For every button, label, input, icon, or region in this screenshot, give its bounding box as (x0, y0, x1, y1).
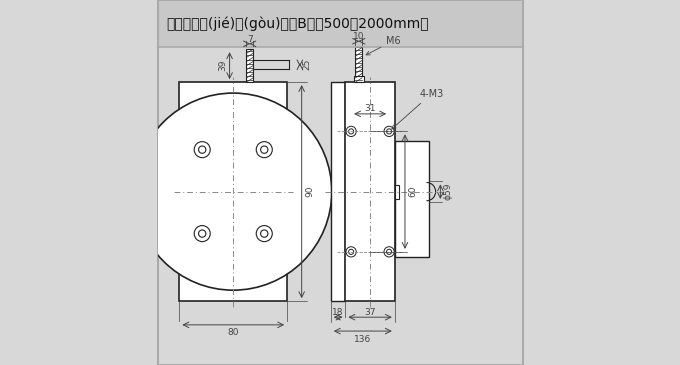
Bar (158, 0, 522, 47)
Circle shape (349, 249, 354, 254)
Circle shape (386, 249, 392, 254)
Circle shape (260, 230, 268, 237)
Circle shape (346, 126, 356, 137)
Circle shape (384, 247, 394, 257)
Text: 31: 31 (364, 104, 376, 112)
Bar (246, 49, 253, 82)
Text: M6: M6 (366, 36, 401, 55)
Bar (345, 82, 395, 301)
Bar (395, 185, 399, 199)
Circle shape (199, 146, 206, 153)
Text: 39: 39 (218, 60, 228, 72)
Text: 18: 18 (333, 308, 344, 316)
Circle shape (346, 247, 356, 257)
Bar (331, 82, 345, 301)
Text: 90: 90 (305, 186, 314, 197)
Text: 25: 25 (303, 59, 311, 70)
Text: 7: 7 (247, 35, 252, 43)
Bar (180, 82, 287, 301)
Text: 拉鋼索式結(jié)構(gòu)（中B型：500－2000mm）: 拉鋼索式結(jié)構(gòu)（中B型：500－2000mm） (167, 16, 429, 31)
Circle shape (256, 142, 272, 158)
Text: 80: 80 (228, 328, 239, 337)
Bar (395, 141, 430, 257)
Text: 10: 10 (353, 32, 364, 41)
Circle shape (194, 226, 210, 242)
Circle shape (199, 230, 206, 237)
Circle shape (194, 142, 210, 158)
Circle shape (135, 93, 332, 290)
Circle shape (256, 226, 272, 242)
Text: ϕ59: ϕ59 (444, 183, 453, 200)
Text: 37: 37 (364, 308, 376, 316)
Text: 136: 136 (354, 335, 371, 343)
Text: 60: 60 (409, 186, 418, 197)
Text: 4-M3: 4-M3 (392, 89, 443, 129)
Bar (354, 76, 364, 82)
Circle shape (349, 129, 354, 134)
Bar (356, 47, 362, 82)
Circle shape (260, 146, 268, 153)
Circle shape (384, 126, 394, 137)
Circle shape (386, 129, 392, 134)
